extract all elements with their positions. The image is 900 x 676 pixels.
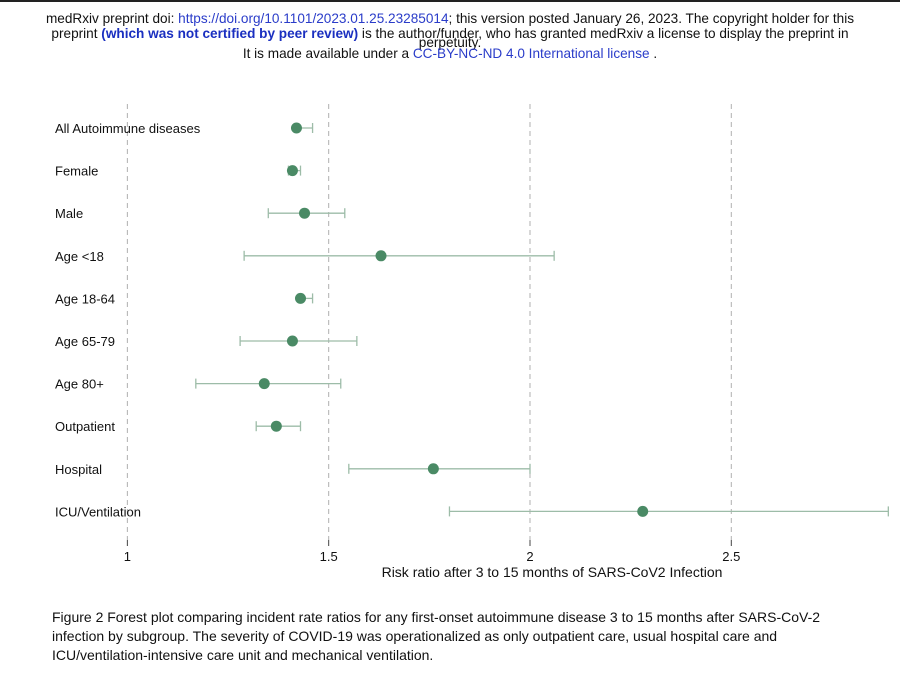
point-estimate bbox=[375, 250, 387, 262]
point-estimate bbox=[427, 463, 439, 475]
peer-review-notice: (which was not certified by peer review) bbox=[101, 25, 359, 41]
license-link[interactable]: CC-BY-NC-ND 4.0 International license bbox=[412, 45, 650, 61]
point-estimate bbox=[270, 420, 282, 432]
row-label: Male bbox=[55, 206, 83, 221]
x-axis-ticks: 1 1.5 2 2.5 bbox=[124, 540, 740, 564]
row-label: Age <18 bbox=[55, 249, 104, 264]
row-label: ICU/Ventilation bbox=[55, 504, 141, 519]
header-available-text: It is made available under a bbox=[242, 45, 413, 61]
figure-caption: Figure 2 Forest plot comparing incident … bbox=[52, 608, 852, 665]
x-axis-label: Risk ratio after 3 to 15 months of SARS-… bbox=[382, 564, 723, 580]
x-tick-label: 1 bbox=[124, 549, 131, 564]
row-label: Age 80+ bbox=[55, 377, 104, 392]
confidence-intervals bbox=[195, 123, 889, 517]
point-estimate bbox=[290, 122, 302, 134]
reference-lines bbox=[126, 104, 732, 540]
row-label: Female bbox=[55, 164, 98, 179]
preprint-header: medRxiv preprint doi: https://doi.org/10… bbox=[30, 11, 870, 62]
header-line-3: perpetuity. bbox=[418, 35, 482, 50]
row-labels: All Autoimmune diseases Female Male Age <18… bbox=[55, 121, 201, 519]
header-line-1: medRxiv preprint doi: https://doi.org/10… bbox=[30, 11, 870, 27]
header-doi-prefix: medRxiv preprint doi: bbox=[45, 11, 179, 26]
point-estimate bbox=[294, 292, 306, 304]
row-label: Hospital bbox=[55, 462, 102, 477]
top-border bbox=[0, 0, 900, 2]
row-label: Age 65-79 bbox=[55, 334, 115, 349]
row-label: Age 18-64 bbox=[55, 291, 115, 306]
header-preprint-word: preprint bbox=[51, 25, 102, 41]
point-estimate bbox=[258, 378, 270, 390]
header-posted-text: ; this version posted January 26, 2023. … bbox=[448, 11, 855, 26]
point-estimate bbox=[286, 165, 298, 177]
x-tick-label: 2 bbox=[526, 549, 533, 564]
row-label: Outpatient bbox=[55, 419, 115, 434]
header-period: . bbox=[649, 45, 658, 61]
point-estimate bbox=[299, 207, 311, 219]
point-estimate bbox=[286, 335, 298, 347]
header-license-text: is the author/funder, who has granted me… bbox=[358, 25, 849, 41]
header-line-4: It is made available under a CC-BY-NC-ND… bbox=[30, 45, 870, 62]
point-estimates bbox=[258, 122, 649, 517]
header-line-2: preprint (which was not certified by pee… bbox=[30, 25, 870, 42]
row-label: All Autoimmune diseases bbox=[55, 121, 201, 136]
point-estimate bbox=[637, 505, 649, 517]
doi-link[interactable]: https://doi.org/10.1101/2023.01.25.23285… bbox=[178, 11, 449, 26]
x-tick-label: 1.5 bbox=[320, 549, 338, 564]
caption-text: Figure 2 Forest plot comparing incident … bbox=[52, 609, 821, 663]
x-tick-label: 2.5 bbox=[722, 549, 740, 564]
